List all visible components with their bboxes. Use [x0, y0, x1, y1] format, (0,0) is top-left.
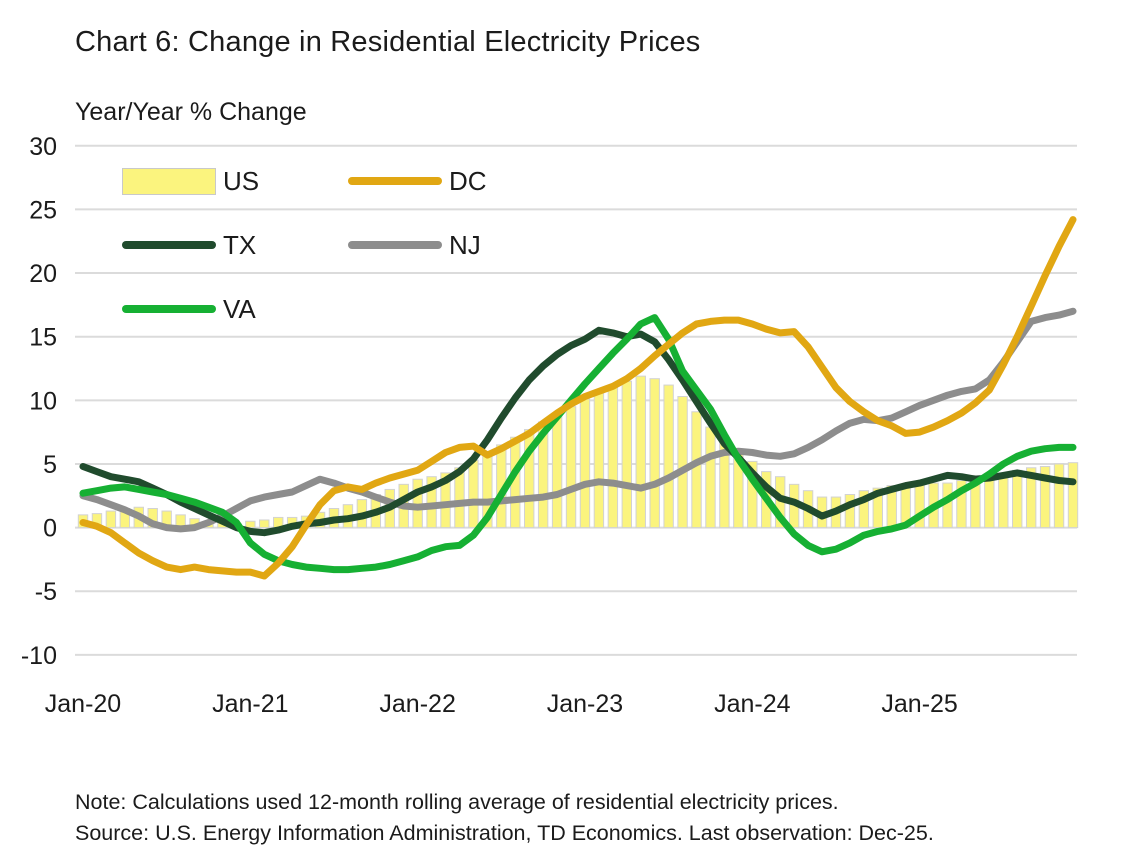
us-bar	[593, 392, 605, 529]
us-bar	[259, 519, 270, 529]
y-tick-label: 15	[29, 324, 57, 352]
us-bar	[844, 494, 856, 529]
dc-line	[79, 216, 1077, 580]
us-bar	[1067, 462, 1079, 529]
y-tick-label: -10	[21, 642, 57, 670]
us-bar	[649, 378, 660, 529]
y-tick-label: 25	[29, 196, 57, 224]
us-bar	[691, 411, 702, 529]
us-bar	[440, 472, 451, 529]
us-bar	[245, 520, 256, 529]
footnote: Note: Calculations used 12-month rolling…	[75, 787, 934, 849]
footnote-note: Note: Calculations used 12-month rolling…	[75, 790, 839, 814]
us-bar	[747, 460, 758, 529]
x-tick-label: Jan-23	[547, 690, 623, 718]
y-tick-label: -5	[35, 578, 57, 606]
y-tick-label: 0	[43, 515, 57, 543]
x-tick-label: Jan-24	[714, 690, 791, 718]
us-bar	[105, 510, 117, 529]
y-tick-label: 30	[29, 133, 57, 161]
x-axis-tick-labels: Jan-20 Jan-21 Jan-22 Jan-23 Jan-24 Jan-25	[45, 690, 958, 718]
us-bar	[1025, 467, 1037, 529]
us-bar	[663, 384, 674, 529]
footnote-source: Source: U.S. Energy Information Administ…	[75, 821, 934, 845]
us-bar	[565, 406, 577, 529]
us-bar	[872, 487, 883, 529]
us-bar	[956, 480, 967, 529]
y-tick-label: 10	[29, 387, 57, 415]
us-bar	[1039, 466, 1051, 529]
us-bar	[1053, 463, 1065, 529]
us-bar	[621, 380, 633, 529]
us-bar	[607, 387, 619, 529]
tx-line	[79, 326, 1077, 537]
y-tick-label: 5	[43, 451, 57, 479]
us-bar	[984, 473, 995, 529]
us-bars	[77, 375, 1079, 529]
us-bar	[705, 426, 716, 529]
us-bar	[551, 413, 563, 529]
x-tick-label: Jan-21	[212, 690, 288, 718]
x-tick-label: Jan-22	[379, 690, 455, 718]
us-bar	[468, 459, 479, 529]
nj-line	[79, 307, 1077, 533]
y-axis-tick-labels: -10 -5 0 5 10 15 20 25 30	[21, 133, 57, 670]
us-bar	[579, 398, 591, 529]
va-line	[79, 314, 1077, 574]
us-bar	[998, 472, 1009, 529]
us-bar	[970, 474, 981, 529]
us-bar	[1012, 469, 1023, 529]
y-axis-title: Year/Year % Change	[75, 98, 307, 126]
us-bar	[635, 375, 646, 529]
x-tick-label: Jan-20	[45, 690, 121, 718]
chart-title: Chart 6: Change in Residential Electrici…	[75, 26, 701, 58]
y-tick-label: 20	[29, 260, 57, 288]
us-bar	[858, 490, 870, 529]
x-tick-label: Jan-25	[881, 690, 957, 718]
us-bar	[677, 396, 688, 529]
